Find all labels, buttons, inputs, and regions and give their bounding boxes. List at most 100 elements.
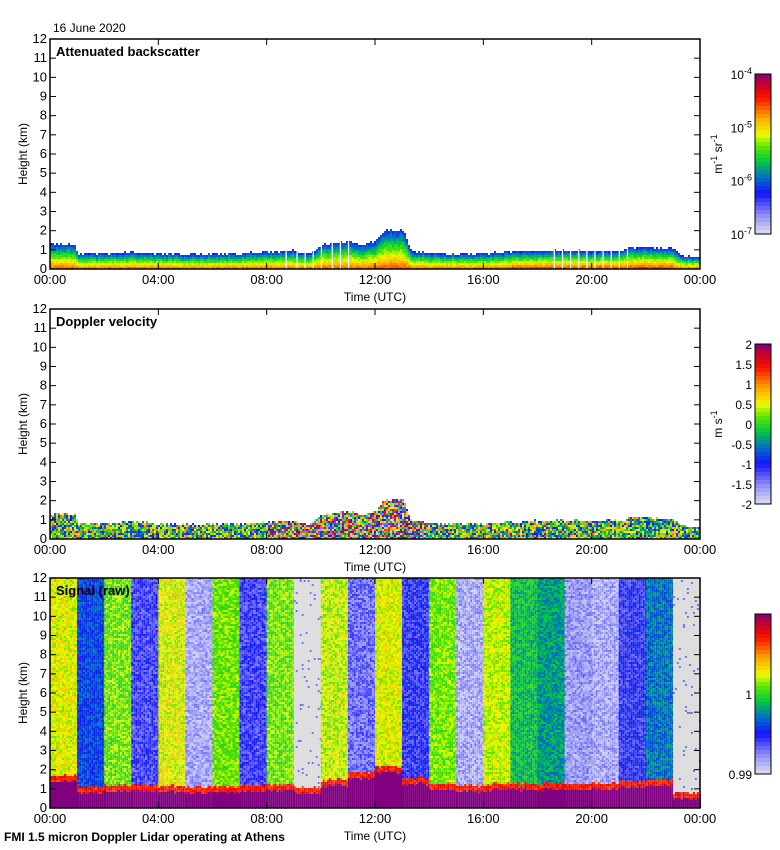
heatmap-cell — [412, 263, 414, 265]
heatmap-cell — [150, 263, 152, 265]
heatmap-cell — [520, 257, 522, 259]
heatmap-cell — [240, 257, 242, 259]
heatmap-cell — [188, 267, 190, 269]
heatmap-cell — [426, 263, 428, 265]
heatmap-cell — [250, 253, 252, 255]
heatmap-cell — [134, 531, 136, 533]
heatmap-cell — [62, 533, 64, 535]
heatmap-cell — [298, 531, 300, 533]
heatmap-cell — [228, 255, 230, 257]
heatmap-cell — [74, 265, 76, 267]
heatmap-cell — [238, 263, 240, 265]
heatmap-cell — [334, 245, 336, 247]
heatmap-cell — [226, 257, 228, 259]
heatmap-cell — [640, 255, 642, 257]
heatmap-cell — [294, 529, 296, 531]
heatmap-cell — [650, 259, 652, 261]
heatmap-cell — [78, 257, 80, 259]
heatmap-cell — [694, 263, 696, 265]
heatmap-cell — [464, 267, 466, 269]
heatmap-cell — [680, 257, 682, 259]
heatmap-cell — [114, 533, 116, 535]
heatmap-cell — [444, 253, 446, 255]
heatmap-cell — [290, 259, 292, 261]
heatmap-cell — [82, 523, 84, 525]
heatmap-cell — [396, 267, 398, 269]
heatmap-cell — [150, 537, 152, 539]
heatmap-cell — [436, 257, 438, 259]
heatmap-cell — [202, 537, 204, 539]
heatmap-cell — [176, 525, 178, 527]
heatmap-cell — [240, 531, 242, 533]
heatmap-cell — [140, 523, 142, 525]
heatmap-cell — [302, 533, 304, 535]
heatmap-cell — [672, 255, 674, 257]
heatmap-cell — [194, 531, 196, 533]
heatmap-cell — [556, 261, 558, 263]
heatmap-cell — [554, 257, 556, 259]
heatmap-cell — [434, 267, 436, 269]
heatmap-cell — [130, 261, 132, 263]
heatmap-cell — [530, 253, 532, 255]
heatmap-cell — [358, 521, 360, 523]
heatmap-cell — [160, 535, 162, 537]
heatmap-cell — [584, 255, 586, 257]
heatmap-cell — [646, 257, 648, 259]
heatmap-cell — [252, 533, 254, 535]
heatmap-cell — [400, 529, 402, 531]
heatmap-cell — [358, 263, 360, 265]
heatmap-cell — [366, 267, 368, 269]
heatmap-cell — [230, 253, 232, 255]
heatmap-cell — [390, 265, 392, 267]
heatmap-cell — [528, 251, 530, 253]
heatmap-cell — [406, 241, 408, 243]
heatmap-cell — [366, 537, 368, 539]
heatmap-cell — [248, 533, 250, 535]
heatmap-cell — [682, 265, 684, 267]
heatmap-cell — [214, 255, 216, 257]
heatmap-cell — [464, 259, 466, 261]
heatmap-cell — [644, 251, 646, 253]
heatmap-cell — [380, 521, 382, 523]
heatmap-cell — [158, 261, 160, 263]
heatmap-cell — [220, 535, 222, 537]
heatmap-cell — [208, 259, 210, 261]
heatmap-cell — [278, 523, 280, 525]
heatmap-cell — [616, 257, 618, 259]
heatmap-cell — [198, 261, 200, 263]
heatmap-cell — [382, 257, 384, 259]
heatmap-cell — [400, 255, 402, 257]
heatmap-cell — [468, 265, 470, 267]
heatmap-cell — [52, 261, 54, 263]
heatmap-cell — [588, 251, 590, 253]
heatmap-cell — [168, 265, 170, 267]
heatmap-cell — [320, 533, 322, 535]
heatmap-cell — [612, 257, 614, 259]
heatmap-cell — [100, 267, 102, 269]
heatmap-cell — [542, 255, 544, 257]
heatmap-cell — [372, 511, 374, 513]
heatmap-cell — [382, 527, 384, 529]
heatmap-cell — [344, 255, 346, 257]
heatmap-cell — [84, 255, 86, 257]
heatmap-cell — [490, 257, 492, 259]
heatmap-cell — [276, 267, 278, 269]
heatmap-cell — [190, 255, 192, 257]
heatmap-cell — [200, 259, 202, 261]
heatmap-cell — [390, 243, 392, 245]
heatmap-cell — [230, 527, 232, 529]
heatmap-cell — [514, 265, 516, 267]
heatmap-cell — [346, 243, 348, 245]
heatmap-cell — [380, 531, 382, 533]
heatmap-cell — [208, 261, 210, 263]
heatmap-cell — [158, 259, 160, 261]
heatmap-cell — [390, 503, 392, 505]
heatmap-cell — [268, 529, 270, 531]
heatmap-cell — [282, 535, 284, 537]
heatmap-cell — [294, 535, 296, 537]
heatmap-cell — [526, 253, 528, 255]
heatmap-cell — [534, 265, 536, 267]
heatmap-cell — [300, 265, 302, 267]
heatmap-cell — [302, 263, 304, 265]
heatmap-cell — [552, 261, 554, 263]
